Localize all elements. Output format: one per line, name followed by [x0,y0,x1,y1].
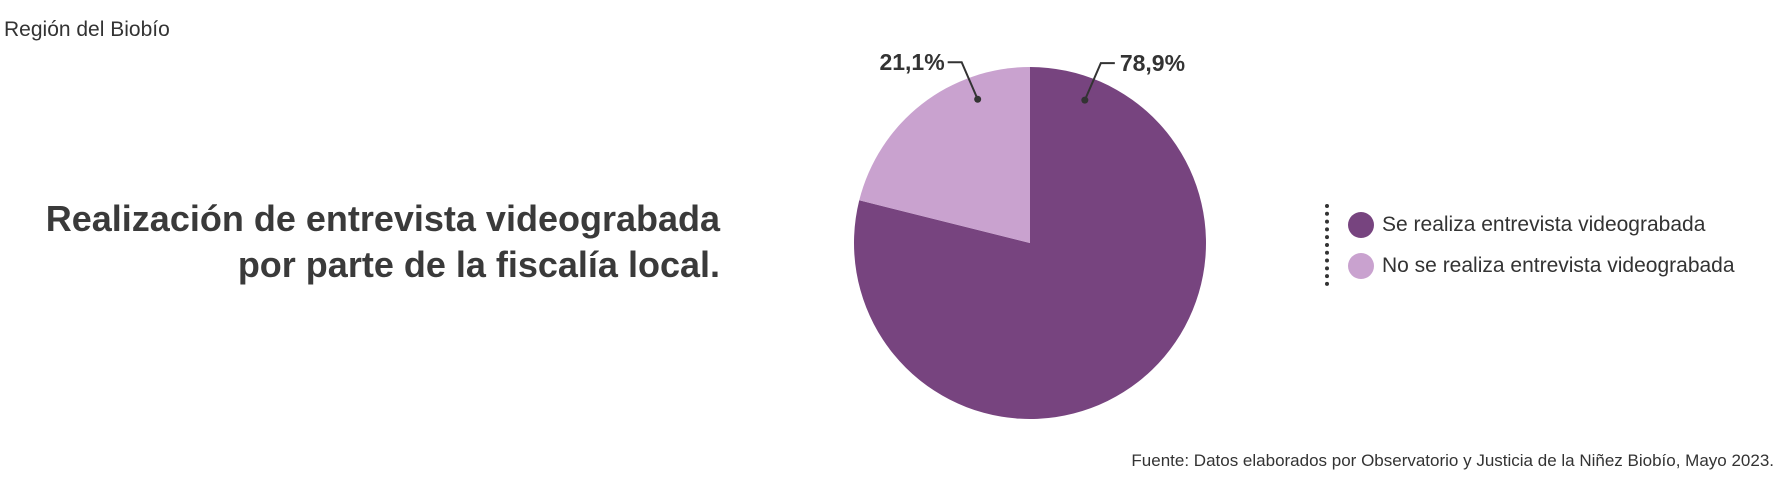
legend-swatch-no-se-realiza [1348,252,1374,279]
chart-title-line-1: Realización de entrevista videograbada [45,198,720,239]
slice-value-label-2: 21,1% [879,49,944,75]
legend-swatch-se-realiza [1348,211,1374,238]
legend-item-no-se-realiza: No se realiza entrevista videograbada [1348,245,1735,286]
legend-label-no-se-realiza: No se realiza entrevista videograbada [1382,253,1735,277]
chart-legend: Se realiza entrevista videograbada No se… [1325,204,1735,286]
legend-label-se-realiza: Se realiza entrevista videograbada [1382,212,1706,236]
slice-value-label-1: 78,9% [1120,50,1185,76]
pie-slice-2 [859,67,1030,243]
source-note: Fuente: Datos elaborados por Observatori… [1131,451,1774,470]
slice-leader-line-1 [1083,62,1115,101]
slice-leader-dot-2 [974,95,982,103]
chart-title: Realización de entrevista videograbada p… [40,196,720,288]
slice-leader-line-2 [947,61,979,100]
chart-title-line-2: por parte de la fiscalía local. [237,244,720,285]
legend-item-se-realiza: Se realiza entrevista videograbada [1348,204,1735,245]
slice-leader-dot-1 [1081,96,1089,104]
region-label: Región del Biobío [4,18,170,41]
pie-slice-1 [854,67,1207,420]
